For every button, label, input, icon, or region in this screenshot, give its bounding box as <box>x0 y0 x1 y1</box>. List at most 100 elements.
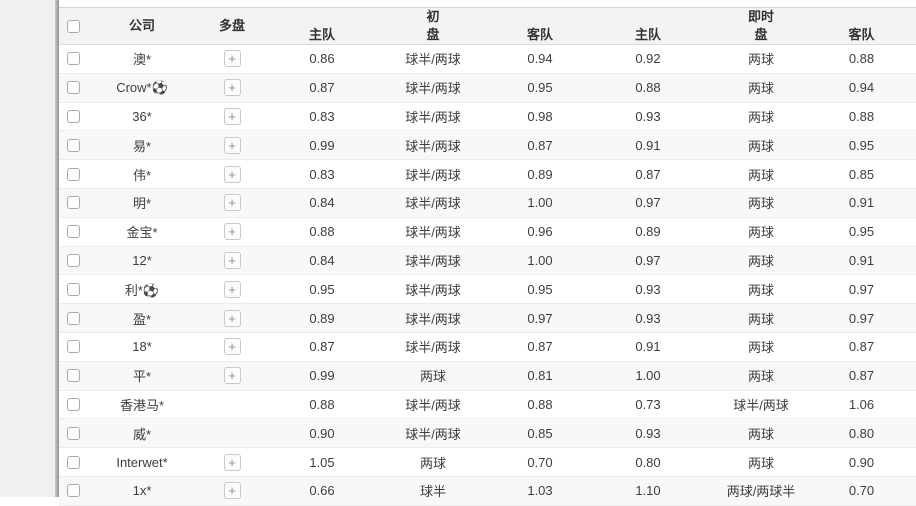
company-cell: 澳* <box>132 52 152 68</box>
live-handicap: 两球/两球半 <box>726 484 796 500</box>
row-checkbox[interactable] <box>67 196 80 210</box>
live-handicap: 两球 <box>747 138 774 154</box>
live-home-odds: 1.00 <box>635 368 661 384</box>
row-checkbox[interactable] <box>67 253 80 267</box>
live-home-odds: 0.89 <box>635 224 661 240</box>
row-checkbox[interactable] <box>67 81 80 95</box>
column-header-live-pan: 即时 盘 <box>715 8 807 44</box>
row-checkbox[interactable] <box>67 225 80 239</box>
table-row: 伟* + 0.83 球半/两球 0.89 0.87 两球 0.85 <box>59 160 916 189</box>
expand-plus-button[interactable]: + <box>223 309 241 327</box>
live-away-odds: 0.88 <box>848 51 875 67</box>
live-handicap: 两球 <box>747 52 774 68</box>
row-checkbox[interactable] <box>67 311 80 325</box>
initial-away-odds: 1.03 <box>527 483 553 499</box>
row-checkbox-cell <box>59 397 97 411</box>
column-header-initial-away: 客队 <box>499 8 581 44</box>
row-checkbox[interactable] <box>67 167 80 181</box>
row-checkbox-cell <box>59 282 97 296</box>
initial-home-odds: 0.83 <box>309 108 335 124</box>
multi-cell: + <box>187 280 277 298</box>
row-checkbox-cell <box>59 138 97 152</box>
row-checkbox[interactable] <box>67 109 80 123</box>
initial-home-odds: 0.90 <box>309 425 335 441</box>
row-checkbox[interactable] <box>67 397 80 411</box>
initial-away-odds: 0.98 <box>527 108 553 124</box>
live-away-odds: 0.85 <box>848 166 875 182</box>
multi-cell: + <box>187 453 277 471</box>
expand-plus-button[interactable]: + <box>223 107 241 125</box>
column-header-multi: 多盘 <box>187 8 277 44</box>
company-cell: 明* <box>132 196 152 212</box>
initial-home-odds: 0.95 <box>309 281 335 297</box>
initial-group-label: 初 <box>426 9 440 24</box>
initial-handicap: 球半/两球 <box>405 426 461 442</box>
select-all-checkbox[interactable] <box>67 19 80 33</box>
row-checkbox-cell <box>59 369 97 383</box>
expand-plus-button[interactable]: + <box>223 194 241 212</box>
row-checkbox[interactable] <box>67 426 80 440</box>
row-checkbox[interactable] <box>67 455 80 469</box>
expand-plus-button[interactable]: + <box>223 251 241 269</box>
live-handicap: 两球 <box>747 225 774 241</box>
expand-plus-button[interactable]: + <box>223 367 241 385</box>
row-checkbox[interactable] <box>67 138 80 152</box>
company-cell: 12* <box>132 252 152 268</box>
row-checkbox[interactable] <box>67 340 80 354</box>
live-handicap: 两球 <box>747 109 774 125</box>
column-header-initial-pan: 初 盘 <box>367 8 499 44</box>
company-cell: 36* <box>132 108 152 124</box>
company-cell: 18* <box>132 339 152 355</box>
row-checkbox[interactable] <box>67 484 80 498</box>
row-checkbox[interactable] <box>67 369 80 383</box>
row-checkbox[interactable] <box>67 52 80 66</box>
table-row: Crow*⚽ + 0.87 球半/两球 0.95 0.88 两球 0.94 <box>59 73 916 103</box>
expand-plus-button[interactable]: + <box>223 223 241 241</box>
expand-plus-button[interactable]: + <box>223 50 241 68</box>
expand-plus-button[interactable]: + <box>223 136 241 154</box>
expand-plus-button[interactable]: + <box>223 338 241 356</box>
left-rail <box>0 0 55 497</box>
initial-handicap: 球半/两球 <box>405 138 461 154</box>
initial-away-odds: 0.94 <box>527 51 553 67</box>
expand-plus-button[interactable]: + <box>223 482 241 500</box>
column-header-initial-home: 主队 <box>277 8 367 44</box>
expand-plus-button[interactable]: + <box>223 79 241 97</box>
expand-plus-button[interactable]: + <box>223 453 241 471</box>
table-row: 澳* + 0.86 球半/两球 0.94 0.92 两球 0.88 <box>59 45 916 74</box>
live-home-odds: 0.88 <box>635 80 661 96</box>
multi-cell: + <box>187 482 277 500</box>
table-row: 18* + 0.87 球半/两球 0.87 0.91 两球 0.87 <box>59 332 916 362</box>
initial-home-odds: 0.89 <box>309 310 335 326</box>
table-row: 12* + 0.84 球半/两球 1.00 0.97 两球 0.91 <box>59 246 916 276</box>
initial-away-odds: 1.00 <box>527 252 553 268</box>
initial-handicap: 球半/两球 <box>405 167 461 183</box>
initial-away-odds: 0.96 <box>527 224 553 240</box>
live-handicap: 两球 <box>747 340 774 356</box>
initial-away-odds: 0.81 <box>527 368 553 384</box>
company-cell: 利*⚽ <box>124 282 160 298</box>
company-cell: 威* <box>132 426 152 442</box>
company-cell: Crow*⚽ <box>116 79 168 95</box>
odds-table: 公司 多盘 主队 初 盘 客队 主队 即时 盘 客队 <box>59 0 916 506</box>
live-away-odds: 0.80 <box>848 425 875 441</box>
initial-away-odds: 0.85 <box>527 425 553 441</box>
multi-cell: + <box>187 396 277 413</box>
expand-plus-button[interactable]: + <box>223 280 241 298</box>
initial-handicap: 球半/两球 <box>405 52 461 68</box>
initial-handicap: 球半/两球 <box>405 282 461 298</box>
live-away-odds: 0.91 <box>848 195 875 211</box>
live-home-odds: 0.97 <box>635 195 661 211</box>
live-home-odds: 1.10 <box>635 483 661 499</box>
live-handicap: 两球 <box>747 426 774 442</box>
row-checkbox[interactable] <box>67 282 80 296</box>
initial-handicap: 两球 <box>419 369 446 385</box>
vertical-scrollbar[interactable] <box>55 0 59 497</box>
row-checkbox-cell <box>59 225 97 239</box>
table-row: 威* + 0.90 球半/两球 0.85 0.93 两球 0.80 <box>59 419 916 449</box>
row-checkbox-cell <box>59 311 97 325</box>
expand-plus-button[interactable]: + <box>223 165 241 183</box>
table-header-row: 公司 多盘 主队 初 盘 客队 主队 即时 盘 客队 <box>59 8 916 45</box>
initial-home-odds: 0.84 <box>309 195 335 211</box>
company-cell: 1x* <box>132 483 152 499</box>
